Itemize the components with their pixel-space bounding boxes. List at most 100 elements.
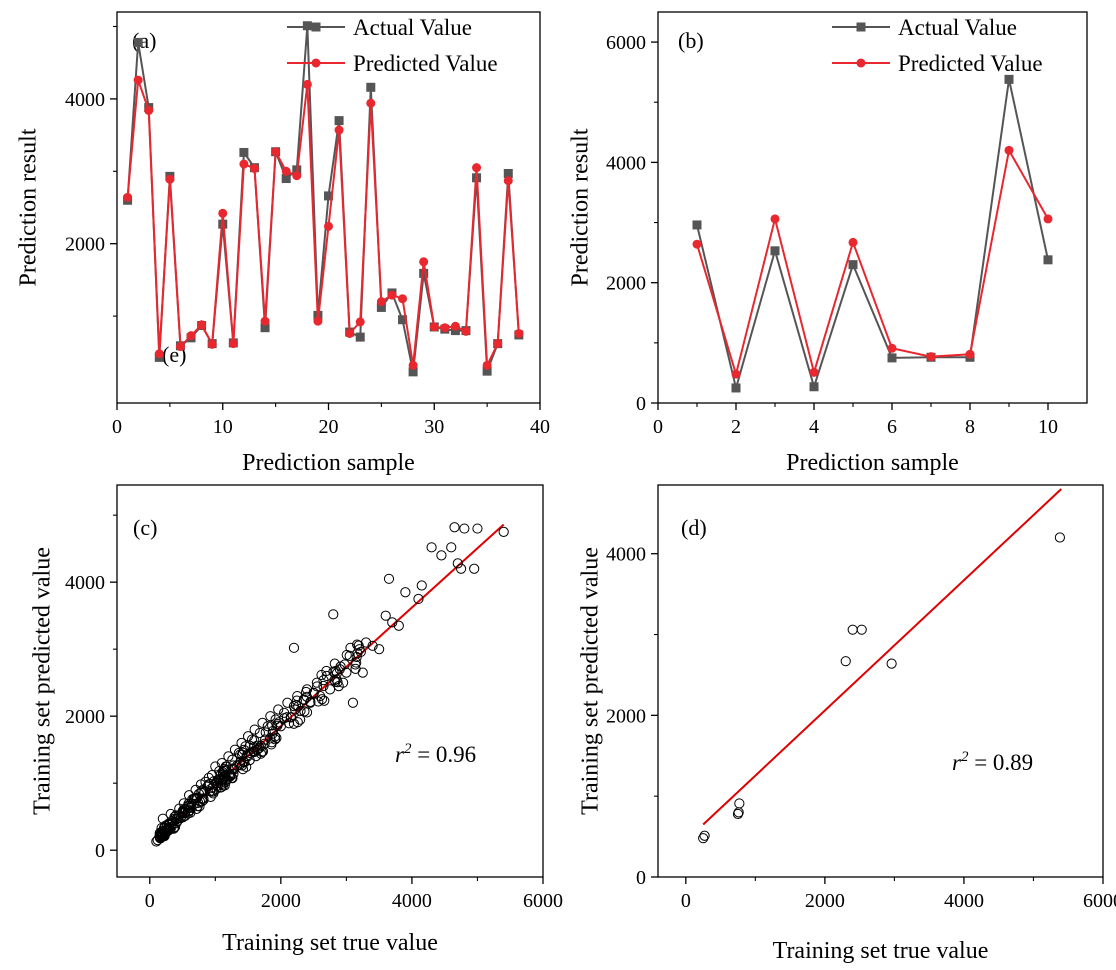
data-point — [250, 164, 259, 173]
data-point — [358, 668, 367, 677]
data-point — [303, 21, 312, 30]
data-point — [460, 524, 469, 533]
legend-label: Actual Value — [898, 15, 1017, 40]
series-actual — [693, 75, 1053, 393]
data-point — [282, 167, 291, 176]
data-point — [387, 291, 396, 300]
data-point — [258, 718, 267, 727]
data-point — [1005, 75, 1014, 84]
data-point — [810, 382, 819, 391]
legend-item: Predicted Value — [832, 51, 1043, 76]
data-point — [165, 175, 174, 184]
data-point — [229, 339, 238, 348]
legend: Actual Value Predicted Value — [287, 15, 498, 76]
data-point — [470, 564, 479, 573]
data-point — [356, 317, 365, 326]
data-point — [289, 643, 298, 652]
y-axis-title: Prediction result — [16, 128, 42, 286]
data-point — [324, 222, 333, 231]
x-tick-label: 0 — [653, 416, 663, 438]
data-point — [472, 163, 481, 172]
x-tick-label: 2 — [731, 416, 741, 438]
r-squared-annotation: r2 = 0.96 — [395, 741, 476, 767]
data-point — [419, 257, 428, 266]
data-point — [218, 209, 227, 218]
data-point — [693, 220, 702, 229]
data-point — [239, 148, 248, 157]
x-axis-title: Training set true value — [773, 938, 989, 964]
data-point — [401, 588, 410, 597]
data-point — [440, 323, 449, 332]
y-tick-label: 2000 — [65, 706, 105, 728]
data-point — [461, 327, 470, 336]
data-point — [451, 322, 460, 331]
x-tick-label: 6000 — [523, 890, 563, 912]
data-point — [1005, 146, 1014, 155]
x-tick-label: 2000 — [261, 890, 301, 912]
data-point — [504, 176, 513, 185]
data-point — [732, 370, 741, 379]
data-point — [700, 831, 709, 840]
data-point — [848, 625, 857, 634]
data-point — [366, 99, 375, 108]
data-point — [398, 294, 407, 303]
x-tick-label: 30 — [424, 416, 444, 438]
data-point — [857, 625, 866, 634]
data-point — [849, 260, 858, 269]
legend-marker — [312, 59, 321, 68]
data-point — [303, 80, 312, 89]
y-tick-label: 4000 — [65, 572, 105, 594]
data-point — [250, 725, 259, 734]
x-axis-title: Training set true value — [222, 930, 438, 956]
data-point — [313, 317, 322, 326]
x-tick-label: 2000 — [805, 890, 845, 912]
legend-label: Predicted Value — [353, 51, 498, 76]
x-tick-label: 0 — [145, 890, 155, 912]
data-point — [887, 659, 896, 668]
data-point — [771, 246, 780, 255]
data-point — [427, 543, 436, 552]
data-point — [335, 126, 344, 135]
legend-item: Actual Value — [287, 15, 472, 40]
data-point — [493, 339, 502, 348]
x-tick-label: 4000 — [392, 890, 432, 912]
y-tick-label: 2000 — [65, 234, 105, 256]
x-tick-label: 10 — [213, 416, 233, 438]
legend-marker — [312, 23, 321, 32]
scatter-points — [152, 523, 509, 846]
y-tick-label: 4000 — [606, 152, 646, 174]
series-line — [697, 79, 1048, 388]
series-predicted — [123, 76, 523, 370]
data-point — [348, 698, 357, 707]
data-point — [329, 610, 338, 619]
data-point — [1044, 255, 1053, 264]
data-point — [155, 349, 164, 358]
y-tick-label: 2000 — [606, 705, 646, 727]
data-point — [841, 657, 850, 666]
x-tick-label: 4000 — [944, 890, 984, 912]
data-point — [450, 523, 459, 532]
y-tick-label: 2000 — [606, 273, 646, 295]
r-squared-annotation: r2 = 0.89 — [952, 749, 1033, 775]
data-point — [927, 352, 936, 361]
data-point — [239, 160, 248, 169]
data-point — [134, 38, 143, 47]
data-point — [771, 214, 780, 223]
x-tick-label: 8 — [965, 416, 975, 438]
y-tick-label: 4000 — [65, 89, 105, 111]
data-point — [384, 574, 393, 583]
x-tick-label: 4 — [809, 416, 819, 438]
data-point — [197, 320, 206, 329]
x-axis-title: Prediction sample — [786, 450, 959, 476]
y-tick-label: 4000 — [606, 544, 646, 566]
chart-panel-d: 0200040006000020004000Training set true … — [578, 485, 1116, 964]
x-tick-label: 40 — [530, 416, 550, 438]
x-tick-label: 0 — [681, 890, 691, 912]
data-point — [456, 564, 465, 573]
scatter-points — [699, 533, 1065, 843]
data-point — [1044, 214, 1053, 223]
data-point — [810, 368, 819, 377]
data-point — [447, 543, 456, 552]
chart-panel-b: 0 2 4 6 8 10 0 2000 4000 6000 Prediction sample Pre… — [568, 12, 1088, 476]
y-axis-title: Training set predicted value — [30, 547, 56, 815]
